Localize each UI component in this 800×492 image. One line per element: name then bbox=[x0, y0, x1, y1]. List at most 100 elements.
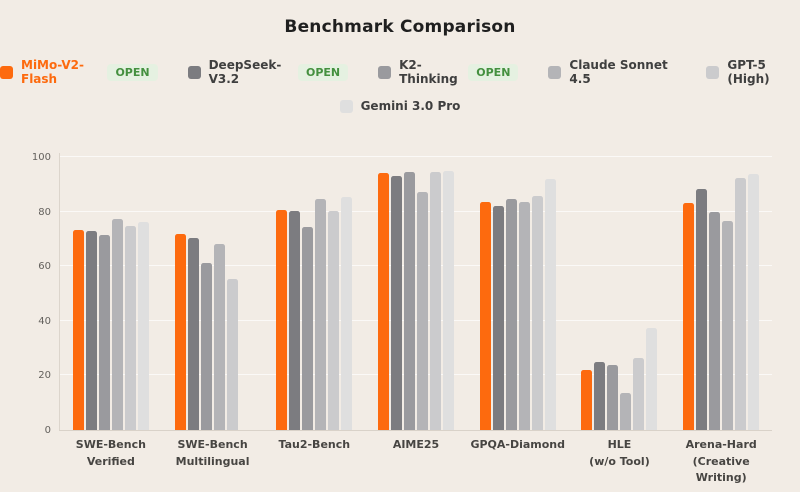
legend-swatch-icon bbox=[187, 65, 201, 79]
bar-slot bbox=[240, 157, 251, 430]
bar-groups bbox=[60, 157, 772, 430]
bar-claude-sonnet-4-5-swe-bench-verified bbox=[111, 219, 123, 430]
bar-k2-thinking-swe-bench-verified bbox=[98, 235, 110, 430]
legend-item-gemini-3-0-pro[interactable]: Gemini 3.0 Pro bbox=[339, 99, 460, 113]
bar-slot bbox=[620, 157, 632, 430]
bar-gemini-3-0-pro-tau2-bench bbox=[341, 197, 353, 430]
category-label-aime25: AIME25 bbox=[392, 438, 440, 451]
legend-label: GPT-5 (High) bbox=[727, 58, 770, 86]
bar-mimo-v2-flash-aime25 bbox=[378, 173, 390, 430]
bar-mimo-v2-flash-swe-bench-multilingual bbox=[174, 234, 186, 430]
benchmark-chart: 0 20 40 60 80 100 SWE-Bench Verified SWE-Bench… bbox=[0, 141, 800, 484]
y-tick-label-60: 60 bbox=[38, 261, 51, 273]
legend-swatch-icon bbox=[378, 65, 392, 79]
bar-k2-thinking-arena-hard-creative-writing bbox=[709, 212, 721, 430]
bar-k2-thinking-aime25 bbox=[404, 172, 416, 430]
bar-slot bbox=[531, 157, 543, 430]
bar-mimo-v2-flash-tau2-bench bbox=[276, 210, 288, 430]
bar-slot bbox=[709, 157, 721, 430]
bar-k2-thinking-swe-bench-multilingual bbox=[200, 263, 212, 430]
legend-row-1: MiMo-V2-Flash OPEN DeepSeek-V3.2 OPEN K2-Thi… bbox=[0, 58, 800, 86]
bar-k2-thinking-gpqa-diamond bbox=[505, 199, 517, 430]
bar-deepseek-v3-2-swe-bench-verified bbox=[85, 231, 97, 430]
bar-slot bbox=[98, 157, 110, 430]
bar-slot bbox=[302, 157, 314, 430]
bar-gemini-3-0-pro-aime25 bbox=[443, 171, 455, 430]
bar-slot bbox=[581, 157, 593, 430]
bar-slot bbox=[683, 157, 695, 430]
legend-item-claude-sonnet-4-5[interactable]: Claude Sonnet 4.5 bbox=[548, 58, 676, 86]
legend-label: DeepSeek-V3.2 bbox=[208, 58, 282, 86]
bar-claude-sonnet-4-5-hle-w-o-tool bbox=[620, 393, 632, 430]
legend-swatch-icon bbox=[0, 65, 13, 79]
legend-swatch-icon bbox=[548, 65, 562, 79]
bar-slot bbox=[137, 157, 149, 430]
bar-slot bbox=[443, 157, 455, 430]
legend-item-deepseek-v3-2[interactable]: DeepSeek-V3.2 OPEN bbox=[187, 58, 349, 86]
bar-gemini-3-0-pro-swe-bench-verified bbox=[137, 222, 149, 430]
bar-gpt-5-high-swe-bench-multilingual bbox=[226, 279, 238, 430]
legend-row-2: Gemini 3.0 Pro bbox=[0, 99, 800, 113]
bar-slot bbox=[430, 157, 442, 430]
bar-slot bbox=[492, 157, 504, 430]
bar-group-tau2-bench bbox=[263, 157, 365, 430]
category-labels: SWE-Bench Verified SWE-Bench Multilingual… bbox=[60, 437, 772, 487]
chart-title: Benchmark Comparison bbox=[284, 17, 516, 37]
bar-slot bbox=[72, 157, 84, 430]
bar-deepseek-v3-2-swe-bench-multilingual bbox=[187, 238, 199, 430]
bar-slot bbox=[748, 157, 760, 430]
legend-swatch-icon bbox=[339, 99, 353, 113]
y-tick-label-40: 40 bbox=[38, 315, 51, 327]
bar-deepseek-v3-2-arena-hard-creative-writing bbox=[696, 189, 708, 430]
bar-group-hle-w-o-tool bbox=[569, 157, 671, 430]
legend-label: Claude Sonnet 4.5 bbox=[569, 58, 668, 86]
bar-gpt-5-high-hle-w-o-tool bbox=[633, 358, 645, 430]
bar-gemini-3-0-pro-gpqa-diamond bbox=[544, 179, 556, 430]
bar-slot bbox=[289, 157, 301, 430]
bar-slot bbox=[594, 157, 606, 430]
legend-item-mimo-v2-flash[interactable]: MiMo-V2-Flash OPEN bbox=[0, 58, 158, 86]
bar-deepseek-v3-2-tau2-bench bbox=[289, 211, 301, 430]
bar-k2-thinking-tau2-bench bbox=[302, 227, 314, 430]
bar-slot bbox=[341, 157, 353, 430]
bar-k2-thinking-hle-w-o-tool bbox=[607, 365, 619, 430]
category-label-swe-bench-verified: SWE-Bench Verified bbox=[75, 438, 146, 468]
legend-item-gpt-5-high[interactable]: GPT-5 (High) bbox=[706, 58, 800, 86]
category-label-arena-hard-creative-writing: Arena-Hard (Creative Writing) bbox=[685, 438, 757, 484]
gridline-60 bbox=[60, 265, 772, 267]
open-badge: OPEN bbox=[468, 63, 519, 81]
open-badge: OPEN bbox=[297, 63, 349, 81]
bar-gemini-3-0-pro-arena-hard-creative-writing bbox=[748, 174, 760, 430]
bar-group-arena-hard-creative-writing bbox=[670, 157, 772, 430]
bar-slot bbox=[315, 157, 327, 430]
bar-slot bbox=[391, 157, 403, 430]
bar-slot bbox=[735, 157, 747, 430]
bar-slot bbox=[111, 157, 123, 430]
bar-slot bbox=[174, 157, 186, 430]
bar-slot bbox=[213, 157, 225, 430]
bar-slot bbox=[124, 157, 136, 430]
y-tick-label-100: 100 bbox=[31, 152, 51, 163]
gridline-40 bbox=[60, 319, 772, 321]
bar-slot bbox=[328, 157, 340, 430]
bar-slot bbox=[505, 157, 517, 430]
gridline-20 bbox=[60, 374, 772, 376]
category-label-tau2-bench: Tau2-Bench bbox=[278, 438, 351, 451]
bar-slot bbox=[646, 157, 658, 430]
bar-deepseek-v3-2-aime25 bbox=[391, 176, 403, 430]
bar-slot bbox=[417, 157, 429, 430]
plot-area: 0 20 40 60 80 100 bbox=[32, 152, 772, 436]
bar-gpt-5-high-arena-hard-creative-writing bbox=[735, 178, 747, 430]
x-axis-line bbox=[59, 430, 772, 431]
legend-swatch-icon bbox=[706, 65, 720, 79]
legend-label: MiMo-V2-Flash bbox=[21, 58, 84, 86]
y-axis-line bbox=[59, 153, 60, 430]
bar-gpt-5-high-aime25 bbox=[430, 172, 442, 430]
bar-slot bbox=[276, 157, 288, 430]
bar-gpt-5-high-tau2-bench bbox=[328, 211, 340, 430]
bar-slot bbox=[696, 157, 708, 430]
legend-item-k2-thinking[interactable]: K2-Thinking OPEN bbox=[378, 58, 519, 86]
gridline-80 bbox=[60, 210, 772, 212]
y-tick-label-0: 0 bbox=[44, 425, 51, 436]
bar-slot bbox=[518, 157, 530, 430]
